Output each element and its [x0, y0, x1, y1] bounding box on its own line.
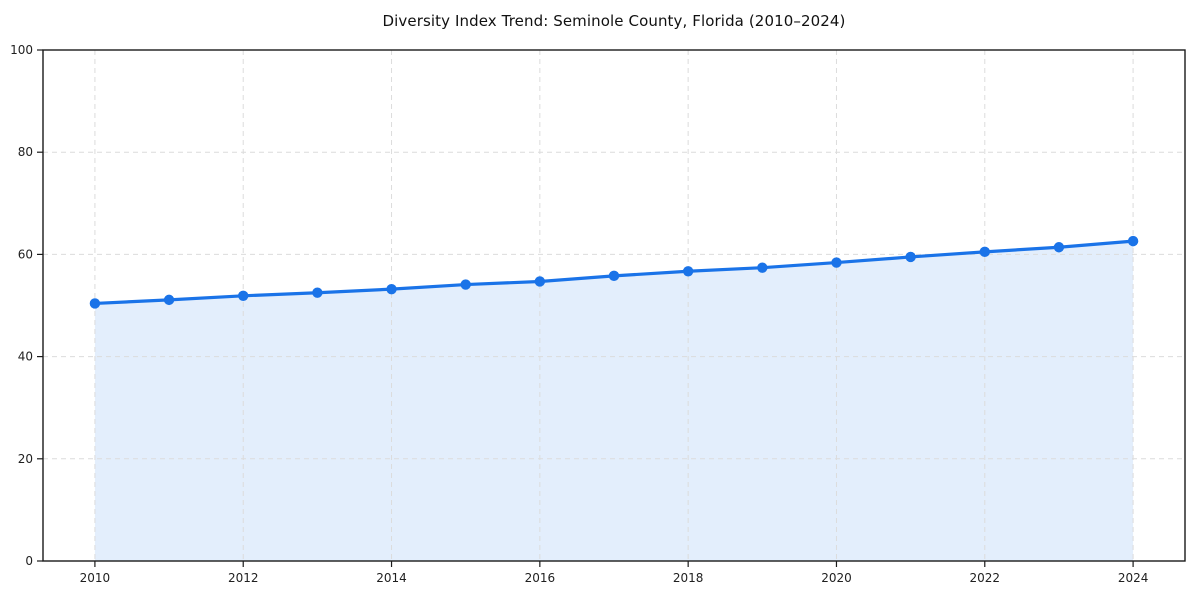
- data-point-2011: [163, 294, 175, 306]
- data-point-2017: [608, 270, 620, 282]
- x-tick-label-2014: 2014: [376, 571, 407, 585]
- x-tick-label-2022: 2022: [970, 571, 1001, 585]
- data-point-2013: [312, 287, 323, 298]
- data-point-2024: [1127, 235, 1139, 247]
- data-point-2018: [682, 266, 694, 277]
- y-tick-label-60: 60: [18, 247, 33, 261]
- y-tick-label-80: 80: [18, 145, 33, 159]
- x-tick-label-2024: 2024: [1118, 571, 1149, 585]
- x-tick-label-2012: 2012: [228, 571, 259, 585]
- x-tick-label-2020: 2020: [821, 571, 852, 585]
- data-point-2015: [460, 279, 471, 290]
- data-point-2022: [979, 246, 990, 258]
- plot-border: [42, 49, 1186, 562]
- data-point-2010: [89, 298, 101, 309]
- y-tick-label-40: 40: [18, 350, 33, 364]
- x-tick-label-2010: 2010: [80, 571, 111, 585]
- chart-title: Diversity Index Trend: Seminole County, …: [382, 12, 846, 30]
- area-fill: [94, 241, 1134, 561]
- data-point-2016: [534, 276, 546, 287]
- data-point-2012: [238, 290, 249, 301]
- data-point-2014: [386, 283, 397, 295]
- x-tick-label-2016: 2016: [525, 571, 556, 585]
- y-tick-label-100: 100: [10, 43, 33, 57]
- data-point-2020: [831, 257, 842, 268]
- y-tick-label-20: 20: [18, 452, 33, 466]
- data-point-2021: [905, 251, 916, 263]
- y-tick-label-0: 0: [25, 554, 33, 568]
- data-point-2023: [1053, 242, 1065, 253]
- data-point-2019: [757, 262, 768, 273]
- x-tick-label-2018: 2018: [673, 571, 704, 585]
